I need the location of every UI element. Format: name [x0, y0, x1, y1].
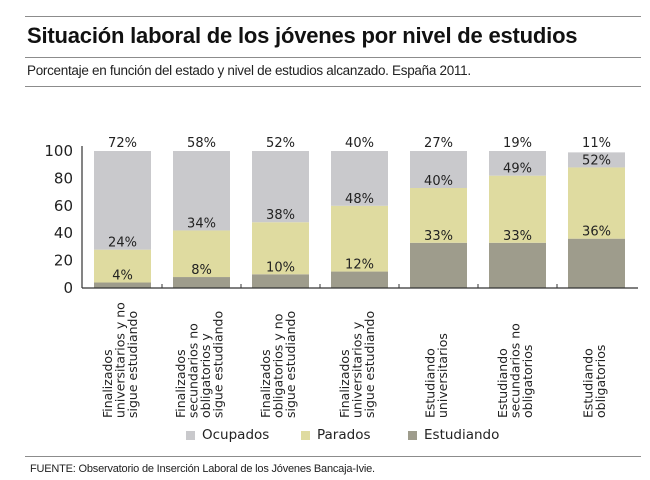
- data-label-parados: 38%: [266, 208, 295, 223]
- bars: [94, 151, 625, 288]
- data-label-ocupados: 52%: [266, 136, 295, 151]
- bar-segment-ocupados: [94, 151, 151, 250]
- bar-segment-parados: [568, 167, 625, 239]
- legend-label: Ocupados: [202, 427, 270, 443]
- chart-subtitle: Porcentaje en función del estado y nivel…: [27, 63, 471, 78]
- bar-segment-parados: [252, 222, 309, 275]
- bar-segment-parados: [173, 230, 230, 278]
- bar-segment-estudiando: [331, 271, 388, 288]
- stacked-bar-chart: 0 20 40 60 80 100 4% 24% 72% 8% 34% 58% 10% 38% 52% 12…: [44, 136, 638, 418]
- data-label-ocupados: 11%: [582, 136, 611, 151]
- legend-label: Estudiando: [424, 427, 500, 443]
- x-category-label: obligatorios: [520, 345, 535, 418]
- chart-title: Situación laboral de los jóvenes por niv…: [27, 23, 578, 48]
- data-label-parados: 24%: [108, 236, 137, 251]
- x-category-label: obligatorios y no: [271, 314, 286, 418]
- x-category-label: sigue estudiando: [362, 311, 377, 418]
- data-label-estudiando: 33%: [503, 229, 532, 244]
- bar-segment-estudiando: [489, 242, 546, 288]
- title-rule: [25, 57, 641, 58]
- x-category-label: sigue estudiando: [210, 311, 225, 418]
- data-label-ocupados: 72%: [108, 136, 137, 151]
- bar-segment-ocupados: [331, 151, 388, 206]
- legend: Ocupados Parados Estudiando: [0, 427, 650, 447]
- y-axis: 0 20 40 60 80 100: [44, 142, 83, 297]
- data-label-ocupados: 40%: [345, 136, 374, 151]
- x-category-label: secundarios no: [508, 323, 523, 418]
- y-tick-label: 20: [54, 252, 73, 270]
- x-category-label: obligatorios: [593, 345, 608, 418]
- y-tick-label: 80: [54, 169, 73, 187]
- y-tick-label: 60: [54, 197, 73, 215]
- data-label-estudiando: 33%: [424, 229, 453, 244]
- bar-segment-estudiando: [568, 238, 625, 288]
- data-labels: 4% 24% 72% 8% 34% 58% 10% 38% 52% 12% 48% 40% 33% 40%…: [108, 136, 611, 284]
- bar-segment-estudiando: [94, 282, 151, 288]
- x-category-label: Finalizados: [173, 349, 188, 418]
- legend-label: Parados: [317, 427, 371, 443]
- bar-segment-parados: [94, 249, 151, 283]
- x-category-label: Estudiando: [495, 348, 510, 418]
- legend-swatch: [186, 430, 195, 440]
- data-label-estudiando: 10%: [266, 260, 295, 275]
- subtitle-rule: [25, 86, 641, 87]
- bar-segment-ocupados: [410, 151, 467, 188]
- bar-segment-estudiando: [410, 242, 467, 288]
- y-tick-label: 100: [44, 142, 73, 160]
- source-rule: [25, 456, 641, 457]
- data-label-parados: 48%: [345, 192, 374, 207]
- legend-item-ocupados: Ocupados: [186, 427, 269, 443]
- x-category-label: universitarios y: [350, 321, 365, 418]
- x-category-label: universitarios: [435, 333, 450, 418]
- x-category-label: Finalizados: [100, 349, 115, 418]
- bar-segment-parados: [489, 175, 546, 243]
- legend-swatch: [301, 430, 310, 440]
- x-category-label: Finalizados: [337, 349, 352, 418]
- bar-segment-ocupados: [173, 151, 230, 231]
- data-label-parados: 52%: [582, 153, 611, 168]
- x-category-label: Estudiando: [422, 348, 437, 418]
- data-label-parados: 49%: [503, 162, 532, 177]
- data-label-parados: 40%: [424, 174, 453, 189]
- data-label-ocupados: 27%: [424, 136, 453, 151]
- data-label-parados: 34%: [187, 216, 216, 231]
- bar-segment-ocupados: [568, 152, 625, 168]
- bar-segment-estudiando: [173, 277, 230, 288]
- x-category-label: secundarios no: [185, 323, 200, 418]
- data-label-estudiando: 36%: [582, 225, 611, 240]
- bar-segment-parados: [331, 205, 388, 272]
- x-category-label: Estudiando: [580, 348, 595, 418]
- bar-segment-ocupados: [252, 151, 309, 223]
- bar-segment-ocupados: [489, 151, 546, 176]
- y-tick-label: 0: [63, 279, 73, 297]
- x-category-label: Finalizados: [258, 349, 273, 418]
- top-rule: [25, 16, 641, 17]
- data-label-estudiando: 8%: [191, 263, 212, 278]
- data-label-estudiando: 12%: [345, 258, 374, 273]
- x-category-label: obligatorios y: [198, 333, 213, 418]
- data-label-ocupados: 19%: [503, 136, 532, 151]
- source-note: FUENTE: Observatorio de Inserción Labora…: [30, 463, 375, 475]
- data-label-estudiando: 4%: [112, 269, 133, 284]
- legend-item-estudiando: Estudiando: [408, 427, 499, 443]
- x-category-label: universitarios y no: [113, 302, 128, 418]
- bar-segment-estudiando: [252, 274, 309, 288]
- x-category-label: sigue estudiando: [125, 311, 140, 418]
- legend-item-parados: Parados: [301, 427, 371, 443]
- bar-segment-parados: [410, 187, 467, 243]
- data-label-ocupados: 58%: [187, 136, 216, 151]
- legend-swatch: [408, 430, 417, 440]
- x-category-label: sigue estudiando: [283, 311, 298, 418]
- y-tick-label: 40: [54, 224, 73, 242]
